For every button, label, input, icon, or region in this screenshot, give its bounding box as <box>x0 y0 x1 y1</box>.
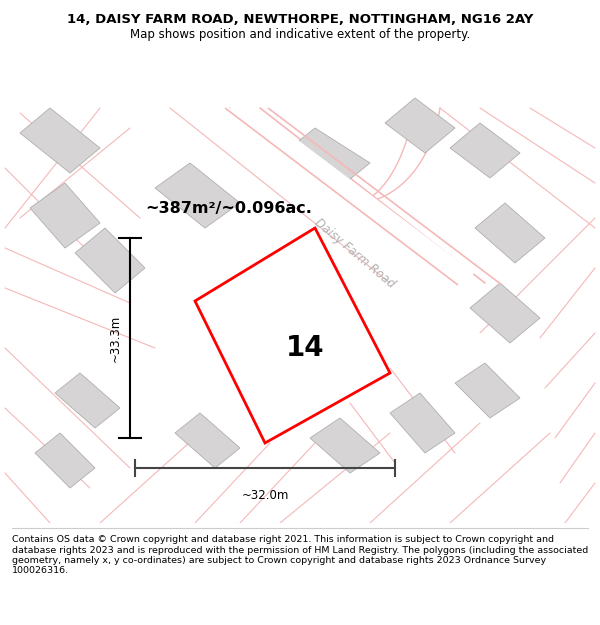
Polygon shape <box>30 183 100 248</box>
Text: ~32.0m: ~32.0m <box>241 489 289 502</box>
Text: 14, DAISY FARM ROAD, NEWTHORPE, NOTTINGHAM, NG16 2AY: 14, DAISY FARM ROAD, NEWTHORPE, NOTTINGH… <box>67 13 533 26</box>
Polygon shape <box>20 108 100 173</box>
Polygon shape <box>310 418 380 473</box>
Text: ~33.3m: ~33.3m <box>109 314 122 362</box>
Polygon shape <box>290 128 370 183</box>
Polygon shape <box>450 123 520 178</box>
Polygon shape <box>455 363 520 418</box>
Polygon shape <box>385 98 455 153</box>
Polygon shape <box>475 203 545 263</box>
Text: Map shows position and indicative extent of the property.: Map shows position and indicative extent… <box>130 28 470 41</box>
Text: 14: 14 <box>286 334 325 362</box>
Text: Contains OS data © Crown copyright and database right 2021. This information is : Contains OS data © Crown copyright and d… <box>12 535 588 576</box>
Polygon shape <box>175 413 240 468</box>
Polygon shape <box>390 393 455 453</box>
Polygon shape <box>55 373 120 428</box>
Polygon shape <box>470 283 540 343</box>
Polygon shape <box>35 433 95 488</box>
Polygon shape <box>155 163 240 228</box>
Text: Daisy Farm Road: Daisy Farm Road <box>312 216 398 291</box>
Polygon shape <box>75 228 145 293</box>
Text: ~387m²/~0.096ac.: ~387m²/~0.096ac. <box>145 201 312 216</box>
